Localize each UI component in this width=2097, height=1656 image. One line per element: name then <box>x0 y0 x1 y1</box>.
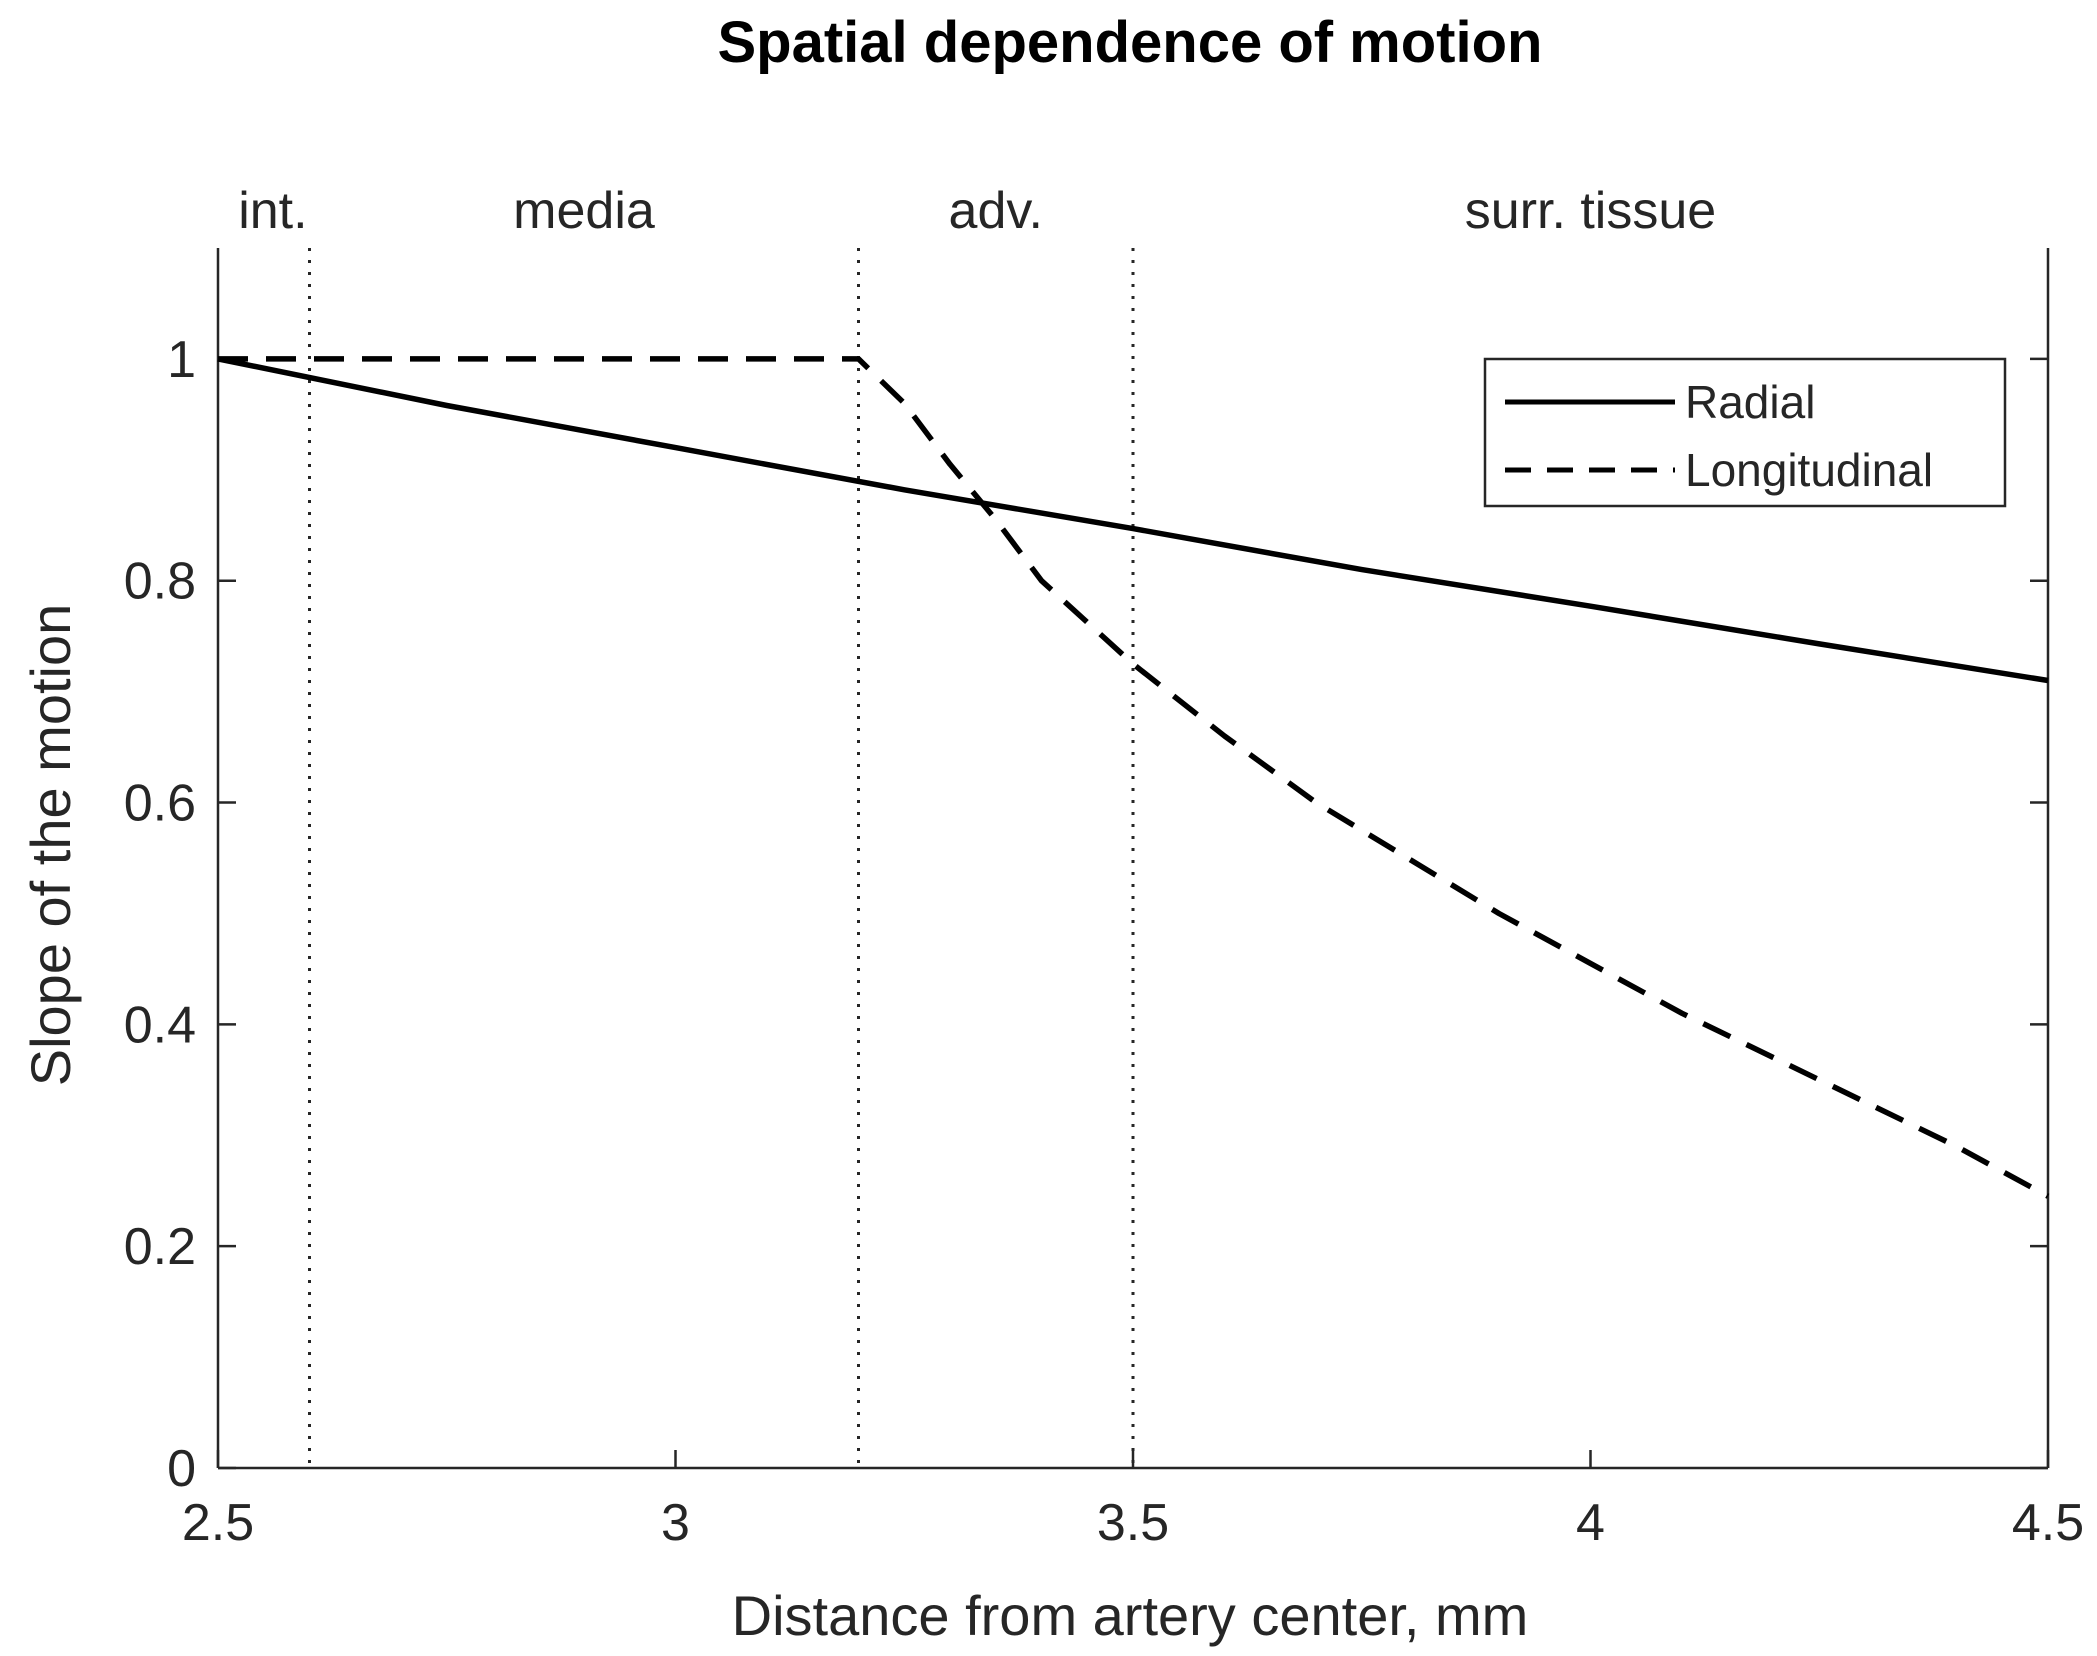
x-tick-label: 4.5 <box>2012 1494 2084 1552</box>
y-tick-label: 1 <box>167 331 196 389</box>
legend-longitudinal-label: Longitudinal <box>1685 444 1933 496</box>
y-tick-label: 0.4 <box>124 996 196 1054</box>
legend: Radial Longitudinal <box>1483 357 2007 508</box>
series-longitudinal-line <box>218 356 2050 1199</box>
region-label: int. <box>238 182 307 240</box>
x-axis-ticks: 2.5 3 3.5 4 4.5 <box>182 248 2084 1552</box>
layer-boundaries <box>308 248 1135 1468</box>
series-lines <box>217 356 2050 1199</box>
y-tick-label: 0.2 <box>124 1218 196 1276</box>
region-label: surr. tissue <box>1465 182 1716 240</box>
legend-radial-label: Radial <box>1685 376 1815 428</box>
y-tick-label: 0 <box>167 1440 196 1498</box>
legend-box <box>1483 357 2007 508</box>
x-tick-label: 3 <box>661 1494 690 1552</box>
x-tick-label: 3.5 <box>1097 1494 1169 1552</box>
y-axis-ticks: 0 0.2 0.4 0.6 0.8 1 <box>124 331 2048 1498</box>
region-label: adv. <box>949 182 1043 240</box>
series-radial-line <box>217 356 2049 684</box>
region-labels: int. media adv. surr. tissue <box>238 182 1716 240</box>
x-tick-label: 2.5 <box>182 1494 254 1552</box>
y-tick-label: 0.8 <box>124 553 196 611</box>
region-label: media <box>513 182 655 240</box>
y-axis-label: Slope of the motion <box>19 604 82 1087</box>
x-axis-label: Distance from artery center, mm <box>732 1584 1529 1647</box>
x-tick-label: 4 <box>1576 1494 1605 1552</box>
chart-title: Spatial dependence of motion <box>718 10 1543 75</box>
y-tick-label: 0.6 <box>124 775 196 833</box>
